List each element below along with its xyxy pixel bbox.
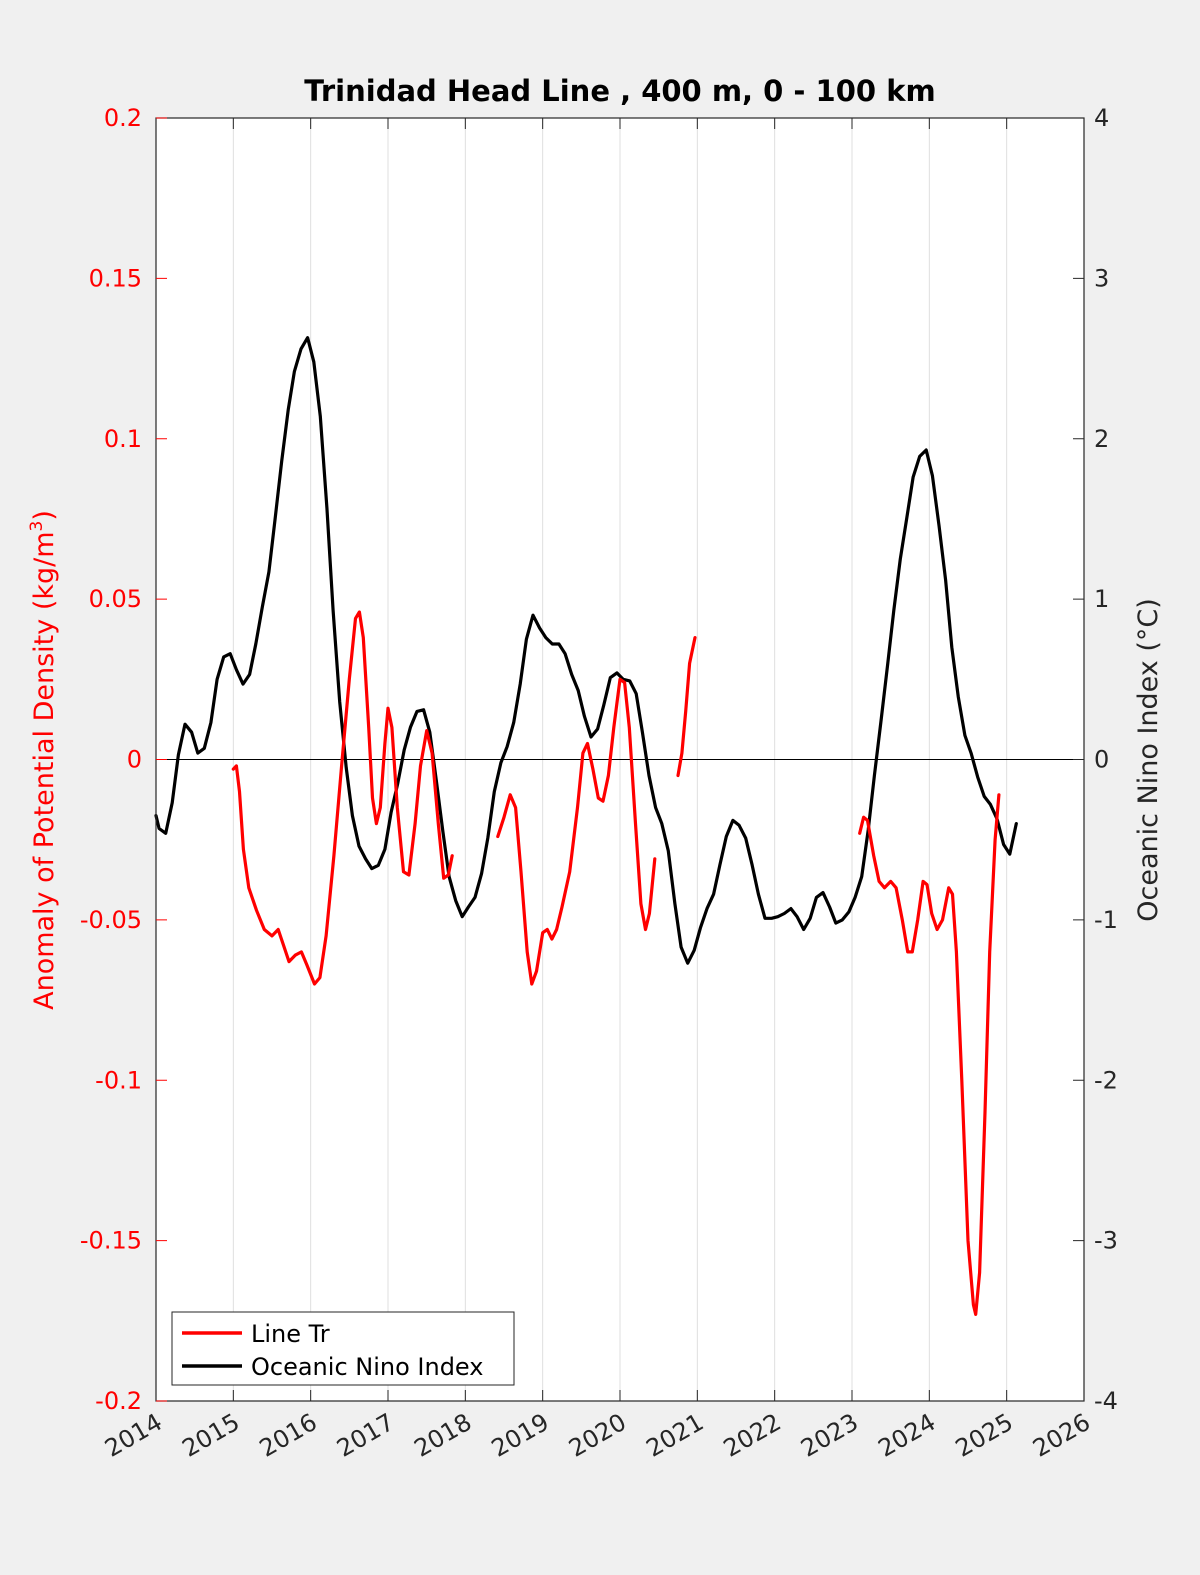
legend: Line Tr Oceanic Nino Index [171,1311,515,1386]
chart-title: Trinidad Head Line , 400 m, 0 - 100 km [304,74,935,108]
x-tick-label-2021: 2021 [641,1408,708,1463]
y-right-tick-label-2: 2 [1094,425,1109,453]
y-left-tick-label--0.15: -0.15 [80,1227,142,1255]
y-right-tick-label--1: -1 [1094,906,1118,934]
y-right-tick-label-3: 3 [1094,264,1109,292]
x-tick-label-2024: 2024 [873,1408,940,1463]
y-right-tick-label--2: -2 [1094,1066,1118,1094]
x-tick-label-2014: 2014 [100,1408,167,1463]
series-layer [154,336,1018,1317]
series-line-tr-segment-2 [676,635,697,778]
series-line-tr-segment-0 [231,610,454,986]
y-left-tick-label-0: 0 [127,746,142,774]
x-tick-label-2026: 2026 [1028,1408,1095,1463]
y-right-tick-label-1: 1 [1094,585,1109,613]
legend-box [171,1311,515,1386]
y-left-tick-label--0.2: -0.2 [95,1387,142,1415]
y-left-tick-label--0.05: -0.05 [80,906,142,934]
y-left-tick-label--0.1: -0.1 [95,1066,142,1094]
legend-label-oni: Oceanic Nino Index [251,1353,483,1381]
series-line-tr-segment-1 [496,677,657,986]
x-tick-label-2025: 2025 [951,1408,1018,1463]
y-right-tick-label--3: -3 [1094,1227,1118,1255]
x-tick-label-2020: 2020 [564,1408,631,1463]
x-tick-label-2019: 2019 [487,1408,554,1463]
x-tick-label-2016: 2016 [255,1408,322,1463]
y-right-tick-label-0: 0 [1094,746,1109,774]
y-right-tick-label--4: -4 [1094,1387,1118,1415]
y-left-tick-label-0.15: 0.15 [89,264,142,292]
y-right-tick-label-4: 4 [1094,104,1109,132]
y-axis-left-label-close: ) [29,510,60,521]
y-left-tick-label-0.05: 0.05 [89,585,142,613]
x-tick-label-2018: 2018 [409,1408,476,1463]
y-axis-right-label: Oceanic Nino Index (°C) [1133,598,1164,922]
y-axis-left-label-sup: 3 [27,521,47,532]
series-line-tr-segment-3 [858,793,1001,1317]
x-tick-label-2023: 2023 [796,1408,863,1463]
y-left-tick-label-0.2: 0.2 [104,104,142,132]
y-axis-left-label: Anomaly of Potential Density (kg/m3) [27,510,60,1010]
x-tick-label-2015: 2015 [177,1408,244,1463]
x-tick-label-2022: 2022 [719,1408,786,1463]
legend-label-line-tr: Line Tr [251,1320,330,1348]
y-left-tick-label-0.1: 0.1 [104,425,142,453]
y-axis-left-label-main: Anomaly of Potential Density (kg/m [29,531,60,1009]
series-oni-segment-0 [154,336,1018,965]
x-tick-label-2017: 2017 [332,1408,399,1463]
